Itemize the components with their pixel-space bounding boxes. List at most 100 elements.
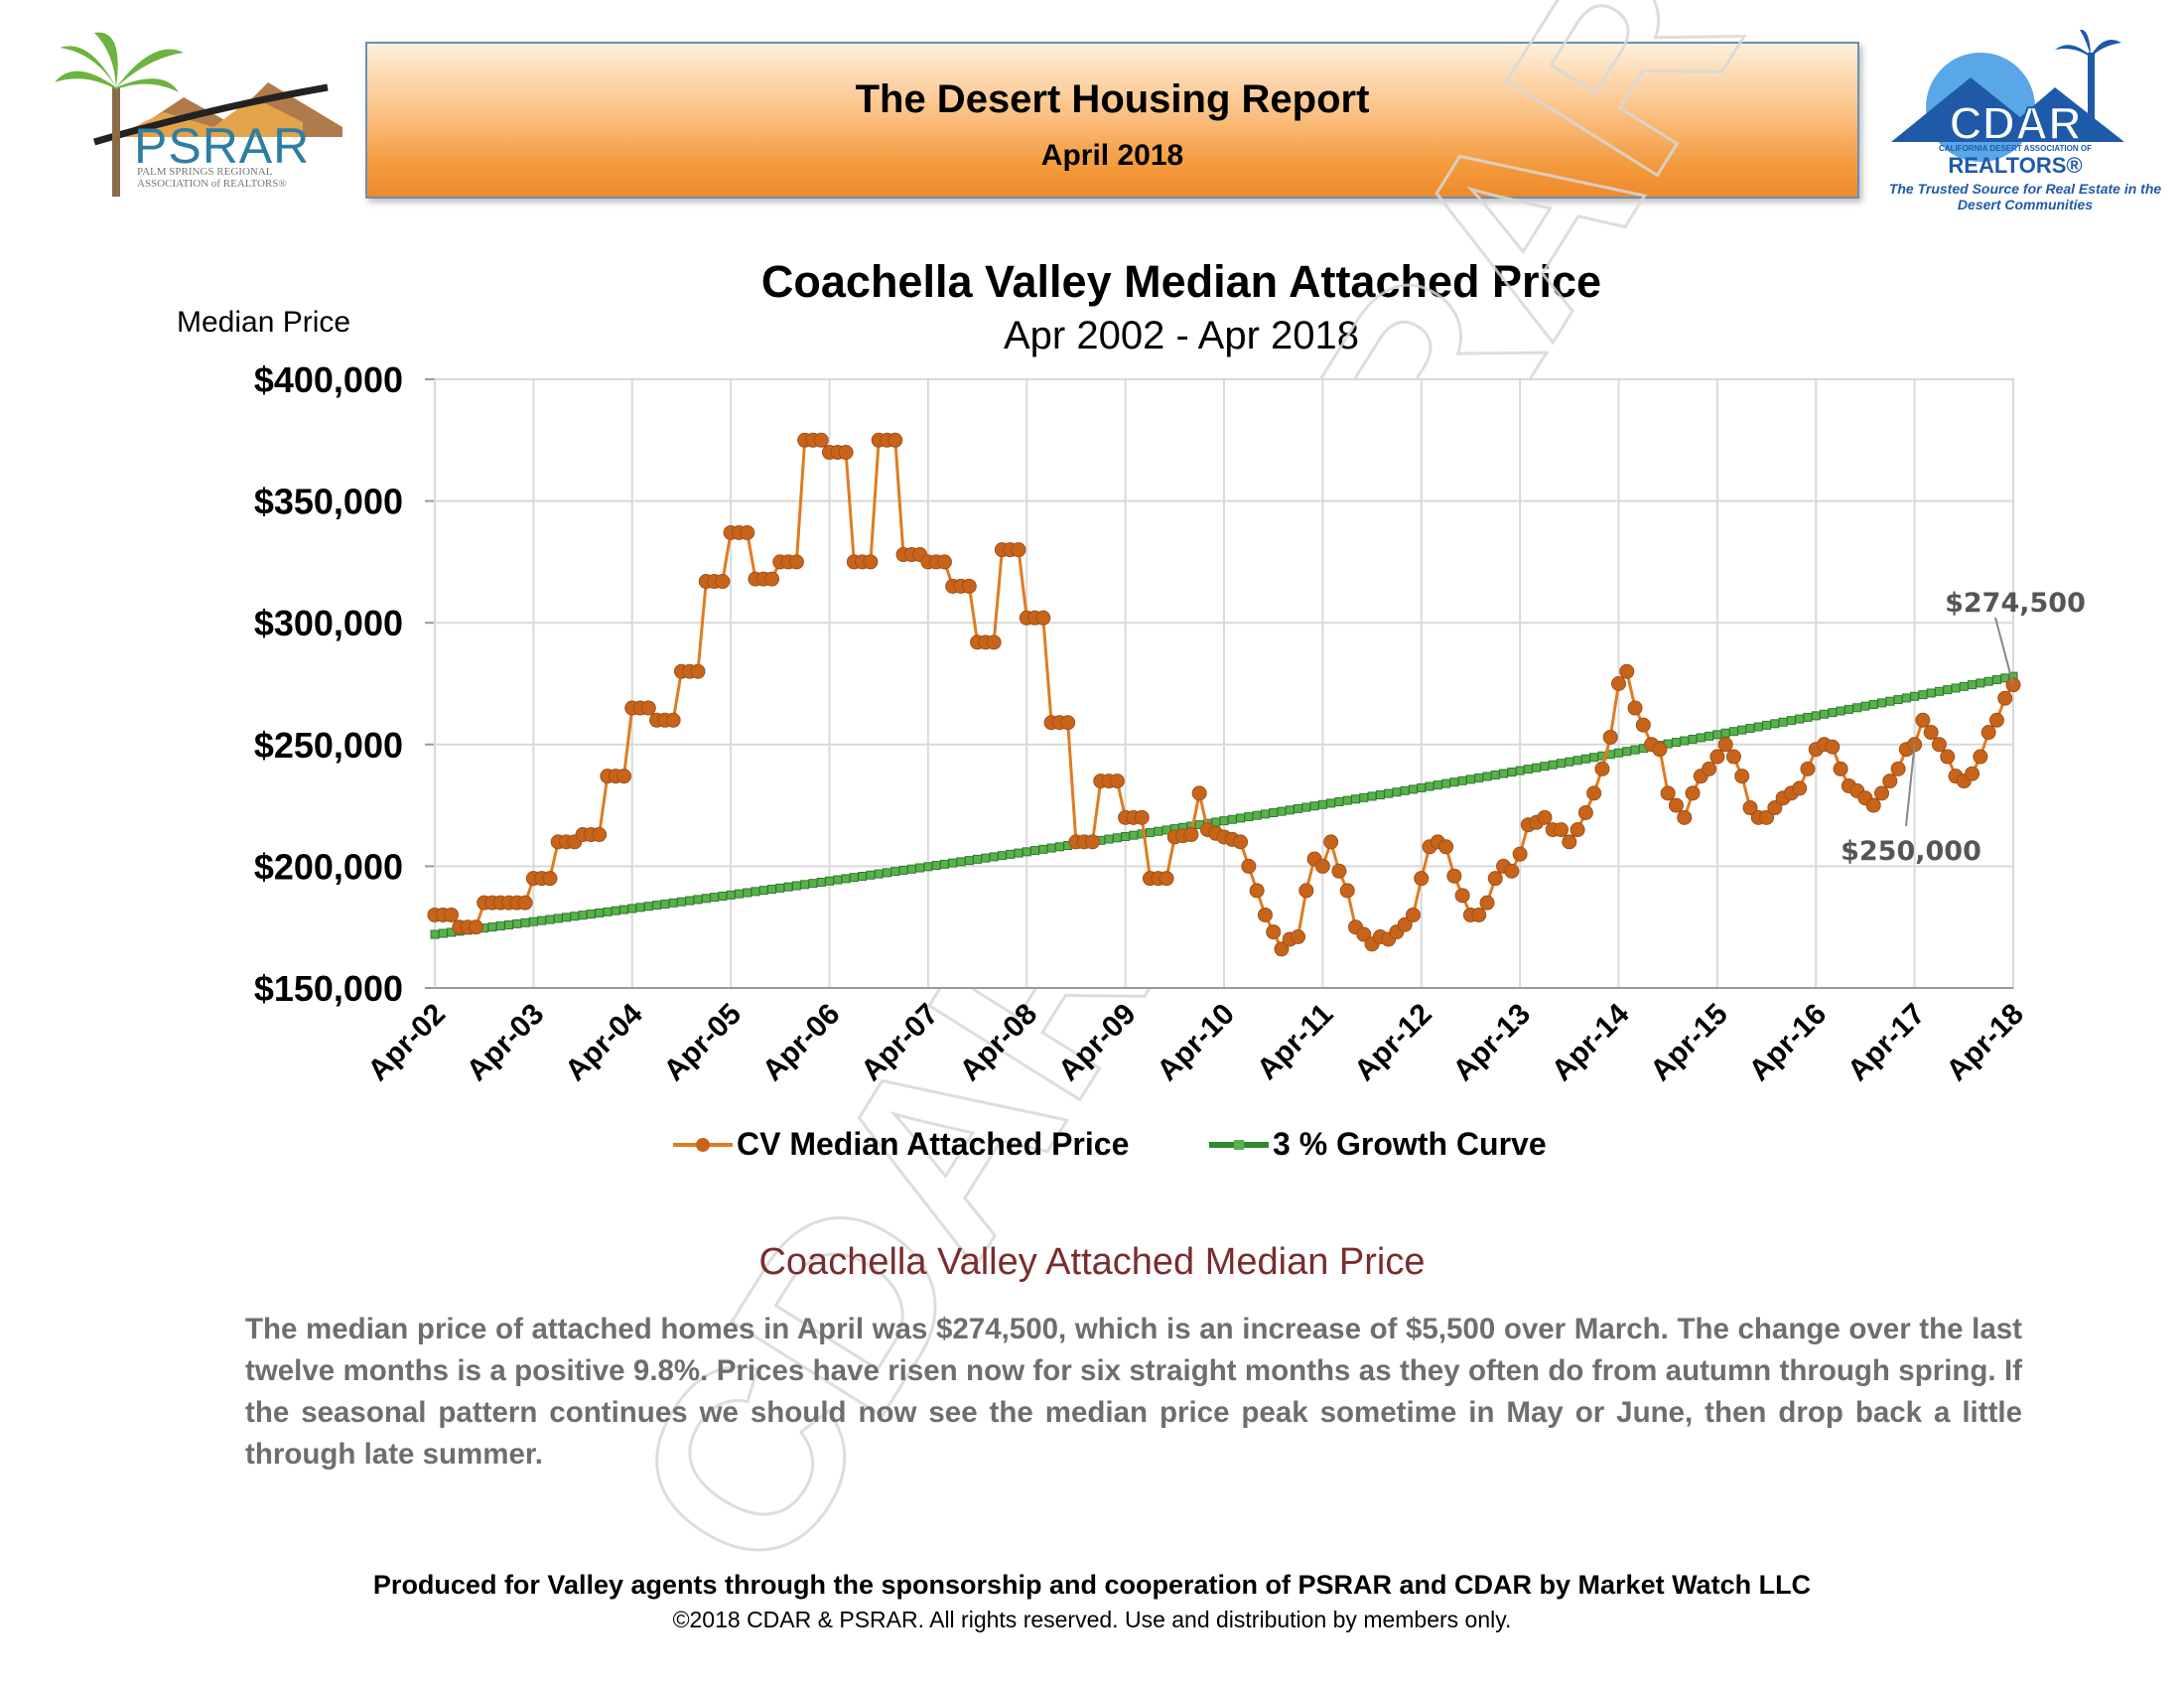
growth-curve-point (1523, 765, 1533, 774)
growth-curve-point (1359, 792, 1369, 802)
growth-curve-point (1112, 833, 1122, 843)
cv-median-point (1874, 785, 1889, 801)
y-tick-label: $400,000 (254, 359, 403, 400)
psrar-logo-subtext: PALM SPRINGS REGIONAL ASSOCIATION of REA… (137, 166, 287, 190)
growth-curve-point (1046, 843, 1056, 853)
growth-curve-point (718, 891, 728, 901)
cv-median-point (517, 895, 533, 911)
growth-curve-point (816, 877, 826, 887)
cv-median-point (1619, 663, 1635, 679)
growth-curve-point (1565, 757, 1574, 767)
cv-median-point (1298, 883, 1314, 899)
growth-curve-point (1121, 831, 1131, 841)
grid (425, 378, 2014, 989)
cv-median-point (1833, 761, 1848, 776)
cv-median-point (1134, 809, 1150, 825)
x-tick-label: Apr-12 (1348, 998, 1438, 1088)
cdar-tagline: The Trusted Source for Real Estate in th… (1888, 181, 2162, 212)
growth-curve-point (1901, 693, 1911, 703)
growth-curve-point (611, 906, 620, 915)
cv-median-point (1109, 774, 1125, 789)
growth-curve-point (603, 907, 613, 916)
growth-curve-point (595, 908, 605, 917)
growth-curve-point (833, 875, 843, 885)
palm-tree-icon (55, 32, 342, 197)
growth-curve-point (545, 914, 555, 924)
cv-median-point (1965, 766, 1980, 781)
growth-curve-point (1433, 780, 1442, 790)
growth-curve-point (915, 863, 925, 873)
growth-curve-point (1227, 814, 1237, 824)
cv-median-point (715, 574, 731, 590)
cv-median-point (961, 578, 977, 594)
growth-curve-point (1252, 810, 1262, 820)
growth-curve-point (1006, 849, 1016, 859)
cv-median-point (1767, 800, 1783, 816)
cv-median-point (1233, 834, 1249, 850)
growth-curve-point (841, 874, 851, 884)
growth-curve-point (1614, 748, 1623, 758)
growth-curve-point (1548, 760, 1558, 770)
growth-curve-point (751, 887, 760, 897)
growth-curve-point (1375, 790, 1385, 800)
growth-curve-point (808, 879, 818, 889)
growth-curve-point (1893, 695, 1903, 705)
growth-curve-point (627, 904, 637, 914)
growth-curve-point (973, 854, 983, 864)
cv-median-point (1504, 863, 1520, 879)
growth-curve-point (1951, 683, 1961, 693)
x-tick-label: Apr-11 (1251, 998, 1339, 1086)
growth-curve-point (1038, 844, 1048, 854)
cv-median-point (936, 554, 952, 570)
cv-median-point (1660, 785, 1676, 801)
growth-curve-point (906, 864, 916, 874)
growth-curve-point (800, 880, 810, 890)
growth-curve-point (528, 916, 538, 926)
cv-median-point (1915, 712, 1931, 728)
cv-median-point (740, 524, 755, 540)
growth-curve-point (1301, 802, 1311, 812)
growth-curve-point (1926, 688, 1936, 698)
cv-median-point (1397, 916, 1413, 932)
growth-curve-point (1589, 753, 1599, 763)
cv-median-point (1274, 941, 1290, 957)
x-tick-label: Apr-13 (1447, 998, 1538, 1088)
annotation-leader (1994, 617, 2014, 685)
growth-curve-point (1737, 725, 1747, 735)
growth-curve-point (1976, 678, 1985, 688)
cv-median-point (640, 700, 656, 716)
growth-curve-point (1219, 816, 1229, 826)
growth-curve-point (1277, 806, 1287, 816)
cv-median-point (1577, 804, 1593, 820)
cv-median-point (1717, 737, 1733, 753)
growth-curve-point (1515, 766, 1525, 775)
growth-curve-point (693, 895, 703, 905)
cv-median-point (788, 554, 804, 570)
growth-curve-point (849, 873, 859, 883)
cv-median-point (887, 432, 903, 448)
cv-median-point (1594, 761, 1610, 776)
growth-curve-point (1753, 722, 1763, 732)
growth-curve-point (1540, 762, 1550, 772)
growth-curve-point (939, 859, 949, 869)
growth-curve-point (923, 862, 933, 872)
growth-curve-point (1762, 720, 1772, 730)
legend-swatch-orange-icon (673, 1137, 733, 1152)
growth-curve-point (1129, 830, 1139, 840)
growth-curve-point (1294, 803, 1303, 813)
growth-curve-point (570, 912, 580, 921)
growth-curve-point (1795, 714, 1805, 724)
cv-median-point (1446, 868, 1462, 884)
cv-median-point (1923, 725, 1939, 741)
growth-curve-point (989, 852, 999, 862)
growth-curve-point (758, 886, 768, 896)
growth-curve-point (1244, 812, 1254, 822)
legend-item-growth-curve: 3 % Growth Curve (1209, 1126, 1547, 1163)
cv-median-point (1562, 834, 1577, 850)
cv-median-point (1709, 749, 1725, 765)
growth-curve-point (1417, 782, 1427, 792)
legend-label-growth-curve: 3 % Growth Curve (1273, 1126, 1547, 1162)
growth-curve-point (495, 921, 505, 931)
cv-median-point (1800, 761, 1816, 776)
